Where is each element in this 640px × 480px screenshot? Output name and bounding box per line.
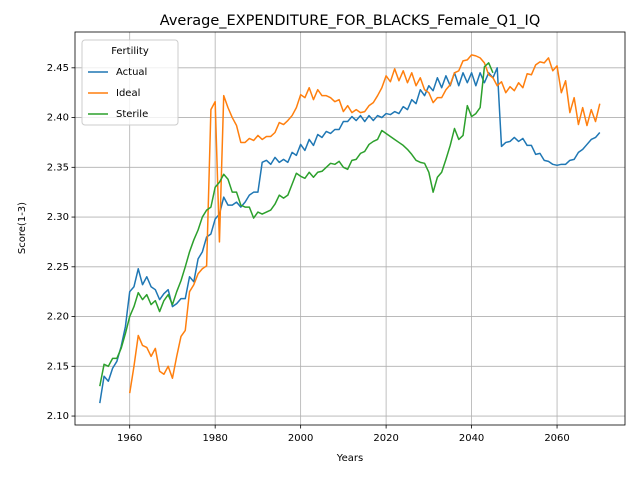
x-tick-label: 2020: [373, 433, 398, 444]
y-tick-label: 2.45: [47, 63, 69, 74]
lines: [99, 54, 601, 404]
y-tick-label: 2.15: [47, 361, 69, 372]
data-line: [128, 54, 601, 394]
grid: 1960 1980 2000 2020 2040 2060 2.10 2.15 2.20 2.25…: [47, 32, 625, 444]
x-tick-label: 2040: [459, 433, 484, 444]
x-tick-label: 2060: [544, 433, 569, 444]
legend-box: [81, 39, 179, 126]
legend-label: Sterile: [116, 109, 148, 120]
x-tick-label: 2000: [288, 433, 313, 444]
y-tick-label: 2.40: [47, 113, 69, 124]
chart-title: Average_EXPENDITURE_FOR_BLACKS_Female_Q1…: [160, 13, 540, 29]
legend-title: Fertility: [111, 46, 149, 57]
plot-frame: [74, 31, 626, 426]
y-tick-label: 2.20: [47, 312, 69, 323]
legend-label: Ideal: [116, 88, 140, 99]
data-line: [99, 67, 601, 404]
y-tick-label: 2.30: [47, 212, 69, 223]
y-tick-label: 2.35: [47, 162, 69, 173]
data-line: [99, 62, 494, 387]
legend: Fertility Actual Ideal Sterile: [81, 39, 179, 126]
y-tick-label: 2.25: [47, 262, 69, 273]
y-tick-label: 2.10: [47, 411, 69, 422]
y-axis-label: Score(1-3): [17, 202, 28, 254]
legend-label: Actual: [116, 67, 147, 78]
x-axis-label: Years: [336, 453, 363, 464]
x-tick-label: 1980: [202, 433, 227, 444]
x-tick-label: 1960: [117, 433, 142, 444]
